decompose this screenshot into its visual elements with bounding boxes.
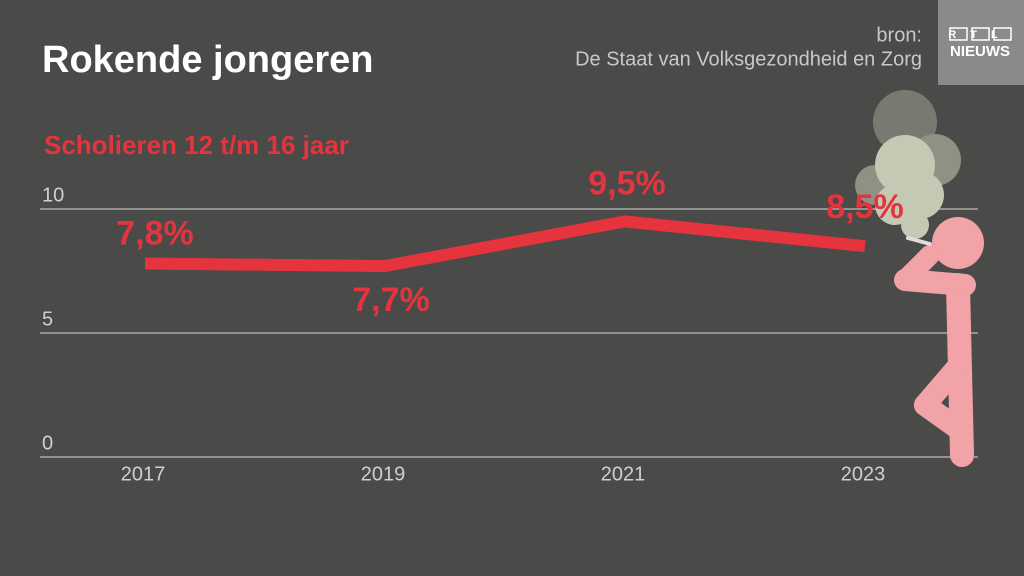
smoker-illustration <box>855 90 984 467</box>
x-tick-label: 2021 <box>601 463 646 485</box>
logo-box <box>938 0 1024 85</box>
logo-frames <box>949 27 1012 41</box>
x-tick-label: 2023 <box>841 463 886 485</box>
y-tick-label: 10 <box>42 184 64 206</box>
value-label: 9,5% <box>588 164 666 202</box>
source: De Staat van Volksgezondheid en Zorg <box>575 48 922 70</box>
y-tick-label: 0 <box>42 432 53 454</box>
source-label: bron: <box>876 24 922 46</box>
x-tick-label: 2017 <box>121 463 166 485</box>
x-tick-label: 2019 <box>361 463 406 485</box>
value-label: 8,5% <box>826 188 904 226</box>
logo-top: RTL <box>948 29 1011 41</box>
logo-bottom: NIEUWS <box>950 43 1010 60</box>
chart-title: Rokende jongeren <box>42 39 374 81</box>
y-tick-label: 5 <box>42 308 53 330</box>
data-line <box>144 215 866 273</box>
value-label: 7,8% <box>116 215 194 253</box>
value-label: 7,7% <box>352 281 430 319</box>
subtitle: Scholieren 12 t/m 16 jaar <box>44 130 349 160</box>
